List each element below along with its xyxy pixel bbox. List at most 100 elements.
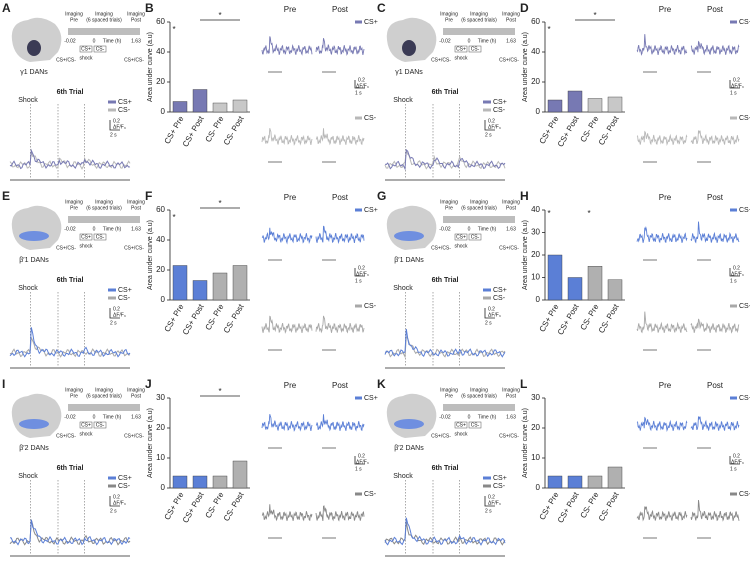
column-title: Pre	[659, 5, 672, 14]
scale-label: 0.2	[733, 265, 740, 271]
brain-outline	[11, 393, 62, 438]
bar	[192, 475, 208, 489]
x-tick-label: CS- Post	[597, 302, 621, 335]
timeline-tick: Time (h)	[103, 414, 122, 420]
bar	[547, 475, 563, 489]
timeline-label: Imaging	[440, 387, 458, 393]
y-tick-label: 0	[161, 483, 166, 492]
timeline-label: Imaging	[127, 11, 145, 17]
scale-label: 1 s	[730, 466, 737, 472]
scale-label: ΔF/F₀	[356, 459, 369, 465]
response-trace	[315, 225, 365, 245]
legend-label: CS-	[364, 115, 377, 122]
x-tick-label: CS- Post	[222, 302, 246, 335]
scale-label: ΔF/F₀	[113, 500, 126, 506]
stim-box	[468, 421, 482, 429]
bar	[547, 254, 563, 301]
scale-label: 0.2	[733, 77, 740, 83]
response-trace	[315, 505, 365, 522]
response-trace	[636, 130, 688, 147]
legend-label: CS+	[364, 19, 378, 26]
trace	[9, 152, 131, 170]
legend-label: CS+	[493, 475, 507, 482]
column-title: Post	[332, 5, 349, 14]
y-tick-label: 20	[531, 423, 540, 432]
timeline-label: Post	[131, 17, 142, 23]
y-axis-label: Area under curve (a.u)	[522, 408, 529, 478]
y-tick-label: 40	[531, 205, 540, 214]
response-trace	[690, 221, 740, 244]
stim-label: CS+/CS-	[499, 433, 519, 439]
stim-label: CS-	[96, 422, 105, 428]
timeline-tick: 1.63	[506, 226, 516, 232]
timeline-label: Pre	[445, 205, 453, 211]
timeline-bar	[443, 28, 515, 35]
panel-letter: B	[145, 1, 154, 15]
scale-label: 1 s	[355, 90, 362, 96]
stim-label: CS+	[456, 422, 466, 428]
scale-bar	[354, 268, 365, 277]
stim-box	[454, 421, 468, 429]
scale-label: ΔF/F₀	[356, 271, 369, 277]
scale-label: 0.2	[488, 306, 495, 312]
timeline-label: Post	[506, 205, 517, 211]
y-tick-label: 60	[156, 205, 165, 214]
y-tick-label: 0	[161, 107, 166, 116]
scale-label: 0.2	[113, 306, 120, 312]
timeline-label: Imaging	[502, 11, 520, 17]
bar	[172, 265, 188, 301]
timeline-label: (6 spaced trials)	[86, 393, 122, 399]
timeline-label: Pre	[445, 17, 453, 23]
stim-label: CS+	[81, 46, 91, 52]
timeline-label: Imaging	[65, 199, 83, 205]
legend-label: CS-	[118, 107, 131, 114]
scale-bar	[109, 308, 120, 319]
scale-bar	[484, 496, 495, 507]
timeline-tick: 0	[93, 38, 96, 44]
y-tick-label: 40	[156, 47, 165, 56]
y-tick-label: 60	[531, 17, 540, 26]
scale-bar	[729, 80, 740, 89]
scale-label: 2 s	[485, 320, 492, 326]
response-trace	[315, 315, 365, 334]
stim-label: CS+/CS-	[431, 57, 451, 63]
y-tick-label: 30	[531, 228, 540, 237]
scale-label: ΔF/F₀	[113, 124, 126, 130]
timeline-tick: -0.02	[439, 414, 451, 420]
timeline-tick: Time (h)	[103, 226, 122, 232]
scale-bar	[729, 456, 740, 465]
bar	[192, 280, 208, 301]
stim-box	[454, 233, 468, 241]
shock-label: Shock	[393, 473, 413, 480]
legend-label: CS-	[364, 491, 377, 498]
trial-title: 6th Trial	[57, 465, 84, 472]
scale-label: 0.2	[488, 118, 495, 124]
timeline-tick: 0	[468, 414, 471, 420]
stim-label: CS-	[96, 234, 105, 240]
y-tick-label: 40	[156, 235, 165, 244]
stim-label: CS-	[471, 422, 480, 428]
response-trace	[315, 128, 365, 146]
column-title: Pre	[284, 5, 297, 14]
significance: *	[547, 209, 550, 218]
scale-label: 1 s	[730, 278, 737, 284]
bar	[567, 277, 583, 301]
stim-label: CS+/CS-	[431, 433, 451, 439]
y-axis-label: Area under curve (a.u)	[147, 408, 154, 478]
stim-label: shock	[79, 55, 93, 61]
timeline-label: (6 spaced trials)	[86, 205, 122, 211]
shock-label: Shock	[393, 285, 413, 292]
y-tick-label: 0	[536, 295, 541, 304]
response-trace	[690, 416, 740, 431]
timeline-tick: 1.63	[131, 38, 141, 44]
timeline-bar	[68, 216, 140, 223]
neuron-region	[394, 419, 424, 429]
timeline-label: Imaging	[95, 11, 113, 17]
timeline-bar	[68, 28, 140, 35]
panel-letter: E	[2, 189, 10, 203]
y-tick-label: 20	[156, 423, 165, 432]
scale-label: ΔF/F₀	[356, 83, 369, 89]
y-tick-label: 10	[531, 453, 540, 462]
stim-label: shock	[79, 243, 93, 249]
trace	[9, 148, 131, 170]
